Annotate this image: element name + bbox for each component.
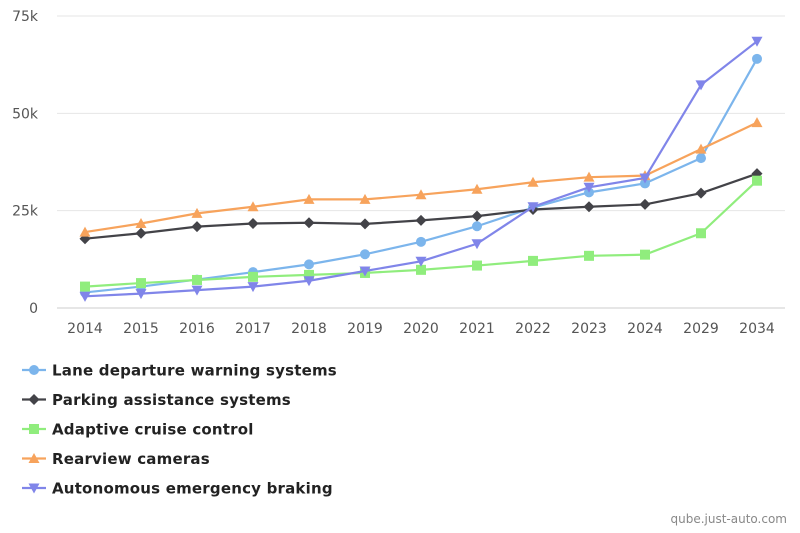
data-point[interactable] — [191, 285, 203, 296]
data-point[interactable] — [247, 218, 259, 230]
data-point[interactable] — [752, 53, 762, 64]
data-point[interactable] — [79, 291, 91, 302]
legend-item[interactable]: Adaptive cruise control — [22, 421, 254, 439]
series-group — [79, 36, 763, 302]
data-point[interactable] — [303, 217, 315, 229]
legend-marker[interactable] — [29, 365, 39, 375]
data-point[interactable] — [191, 221, 203, 233]
legend-marker[interactable] — [28, 453, 40, 463]
data-point[interactable] — [471, 210, 483, 222]
x-tick-label: 2019 — [347, 321, 383, 337]
data-point[interactable] — [415, 214, 427, 226]
x-tick-label: 2022 — [515, 321, 551, 337]
data-point[interactable] — [359, 193, 371, 204]
x-tick-label: 2020 — [403, 321, 439, 337]
data-point[interactable] — [191, 207, 203, 218]
data-point[interactable] — [583, 201, 595, 213]
data-point[interactable] — [136, 278, 146, 289]
data-point[interactable] — [695, 80, 707, 91]
legend-label: Adaptive cruise control — [52, 421, 254, 439]
data-point[interactable] — [135, 218, 147, 229]
x-tick-label: 2014 — [67, 321, 103, 337]
data-point[interactable] — [695, 187, 707, 199]
y-tick-label: 50k — [12, 106, 39, 122]
data-point[interactable] — [304, 259, 314, 270]
legend-label: Autonomous emergency braking — [52, 480, 333, 498]
data-point[interactable] — [303, 193, 315, 204]
data-point[interactable] — [752, 175, 762, 186]
series-line — [83, 172, 759, 240]
x-tick-label: 2015 — [123, 321, 159, 337]
series-5 — [79, 36, 763, 302]
legend-item[interactable]: Autonomous emergency braking — [22, 480, 333, 498]
data-point[interactable] — [359, 218, 371, 230]
data-point[interactable] — [528, 255, 538, 266]
data-point[interactable] — [359, 266, 371, 277]
data-point[interactable] — [303, 276, 315, 287]
legend-label: Rearview cameras — [52, 450, 210, 468]
data-point[interactable] — [360, 249, 370, 260]
y-tick-label: 75k — [12, 9, 39, 25]
y-axis-ticks: 0 25k 50k 75k — [12, 9, 39, 317]
data-point[interactable] — [584, 250, 594, 261]
legend-marker[interactable] — [29, 424, 39, 434]
legend-item[interactable]: Rearview cameras — [22, 450, 210, 468]
data-point[interactable] — [640, 249, 650, 260]
legend-item[interactable]: Parking assistance systems — [22, 391, 291, 409]
data-point[interactable] — [247, 201, 259, 212]
data-point[interactable] — [639, 173, 651, 184]
data-point[interactable] — [247, 282, 259, 293]
data-point[interactable] — [696, 228, 706, 239]
x-tick-label: 2017 — [235, 321, 271, 337]
series-3 — [80, 175, 762, 292]
data-point[interactable] — [751, 36, 763, 47]
data-point[interactable] — [751, 117, 763, 128]
data-point[interactable] — [639, 198, 651, 210]
data-point[interactable] — [416, 236, 426, 247]
legend-marker[interactable] — [28, 394, 40, 405]
x-tick-label: 2029 — [683, 321, 719, 337]
data-point[interactable] — [135, 289, 147, 300]
data-point[interactable] — [471, 239, 483, 250]
y-tick-label: 0 — [29, 301, 38, 317]
data-point[interactable] — [415, 256, 427, 267]
y-tick-label: 25k — [12, 204, 39, 220]
legend-label: Parking assistance systems — [52, 391, 291, 409]
data-point[interactable] — [416, 264, 426, 275]
x-tick-label: 2021 — [459, 321, 495, 337]
data-point[interactable] — [135, 227, 147, 239]
legend-marker[interactable] — [28, 483, 40, 494]
data-point[interactable] — [527, 176, 539, 187]
x-tick-label: 2018 — [291, 321, 327, 337]
data-point[interactable] — [248, 271, 258, 282]
data-point[interactable] — [583, 171, 595, 182]
data-point[interactable] — [192, 274, 202, 285]
x-tick-label: 2023 — [571, 321, 607, 337]
x-tick-label: 2034 — [739, 321, 775, 337]
data-point[interactable] — [80, 281, 90, 292]
data-point[interactable] — [527, 202, 539, 213]
data-point[interactable] — [471, 183, 483, 194]
data-point[interactable] — [583, 182, 595, 193]
data-point[interactable] — [695, 143, 707, 154]
series-2 — [79, 168, 763, 245]
legend-label: Lane departure warning systems — [52, 362, 337, 380]
data-point[interactable] — [415, 189, 427, 200]
data-point[interactable] — [304, 269, 314, 280]
credit-text[interactable]: qube.just-auto.com — [670, 512, 787, 526]
data-point[interactable] — [472, 260, 482, 271]
x-tick-label: 2016 — [179, 321, 215, 337]
data-point[interactable] — [472, 221, 482, 232]
legend-item[interactable]: Lane departure warning systems — [22, 362, 337, 380]
x-axis-ticks: 2014 2015 2016 2017 2018 2019 2020 2021 2022 2023… — [67, 321, 775, 337]
x-tick-label: 2024 — [627, 321, 663, 337]
data-point[interactable] — [696, 153, 706, 164]
data-point[interactable] — [79, 226, 91, 237]
gridlines — [57, 15, 785, 309]
legend[interactable]: Lane departure warning systems Parking as… — [22, 362, 337, 498]
